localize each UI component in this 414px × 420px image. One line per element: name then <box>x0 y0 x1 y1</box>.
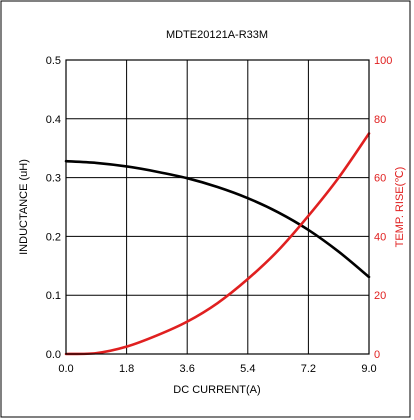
x-axis-label: DC CURRENT(A) <box>173 384 260 396</box>
y-axis-right-label: TEMP. RISE(℃) <box>394 167 406 248</box>
chart-title: MDTE20121A-R33M <box>166 29 268 41</box>
x-tick-label: 3.6 <box>180 363 195 375</box>
temp-rise-curve <box>64 132 371 356</box>
y-left-tick-label: 0.0 <box>46 349 61 361</box>
y-right-tick-label: 100 <box>374 55 392 67</box>
y-right-tick-label: 60 <box>374 173 386 185</box>
series-layer <box>64 132 371 356</box>
x-tick-label: 9.0 <box>361 363 376 375</box>
x-tick-label: 5.4 <box>240 363 255 375</box>
inductance-curve <box>64 159 371 279</box>
tick-labels: 0.0 1.8 3.6 5.4 7.2 9.0 0.0 0.1 0.2 0.3 0.4 0.5 0 20 4… <box>46 55 393 375</box>
y-left-tick-label: 0.5 <box>46 55 61 67</box>
x-tick-label: 7.2 <box>301 363 316 375</box>
y-right-tick-label: 80 <box>374 114 386 126</box>
x-tick-label: 0.0 <box>58 363 73 375</box>
y-left-tick-label: 0.3 <box>46 173 61 185</box>
plot-frame <box>65 59 370 355</box>
y-axis-left-label: INDUCTANCE (uH) <box>18 159 30 255</box>
y-left-tick-label: 0.4 <box>46 114 61 126</box>
x-tick-label: 1.8 <box>119 363 134 375</box>
y-right-tick-label: 40 <box>374 231 386 243</box>
y-right-tick-label: 0 <box>374 349 380 361</box>
y-left-tick-label: 0.1 <box>46 290 61 302</box>
y-right-tick-label: 20 <box>374 290 386 302</box>
y-left-tick-label: 0.2 <box>46 231 61 243</box>
